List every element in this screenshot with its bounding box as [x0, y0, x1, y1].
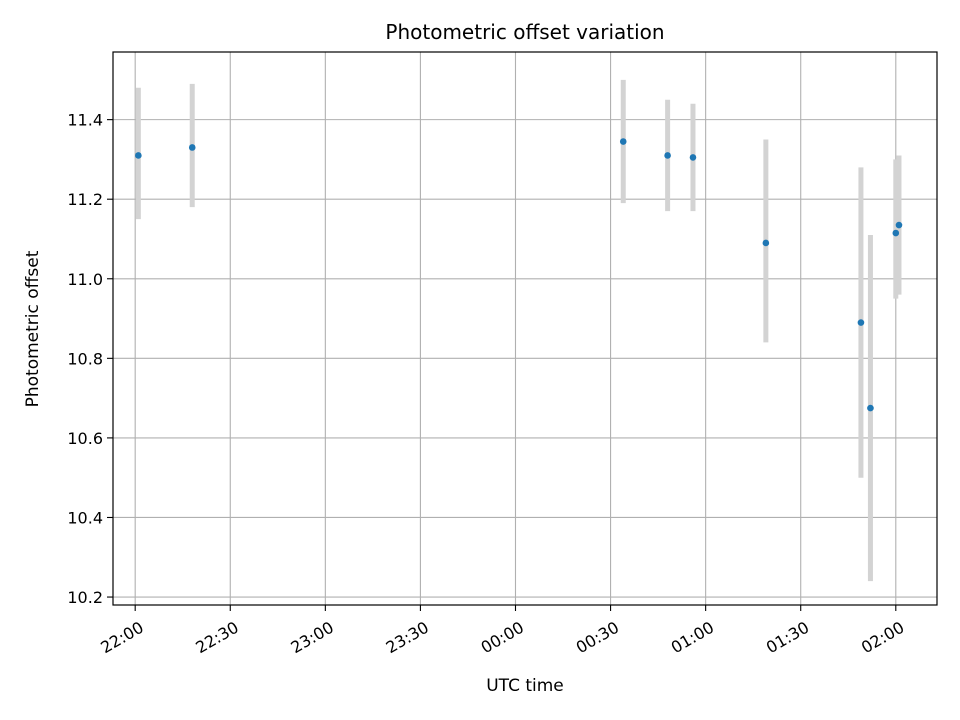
- y-axis-label: Photometric offset: [23, 250, 43, 407]
- y-tick-label: 11.4: [67, 111, 103, 130]
- grid: [113, 52, 937, 605]
- data-points: [135, 138, 903, 412]
- data-point: [689, 154, 697, 161]
- x-tick-label: 02:00: [858, 618, 907, 658]
- data-point: [892, 229, 900, 237]
- chart-title: Photometric offset variation: [385, 20, 664, 44]
- x-axis-ticks: 22:00 22:30 23:00 23:30 00:00 00:30 01:00 01:30…: [97, 605, 907, 657]
- x-tick-label: 01:00: [668, 618, 717, 658]
- data-point: [895, 221, 903, 229]
- y-tick-label: 10.8: [67, 349, 103, 368]
- y-tick-label: 10.2: [67, 588, 103, 607]
- x-tick-label: 22:00: [97, 618, 146, 658]
- plot-area-frame: [112, 51, 938, 606]
- y-tick-label: 10.6: [67, 429, 103, 448]
- x-tick-label: 00:30: [573, 618, 622, 658]
- data-point: [857, 319, 865, 326]
- x-tick-label: 23:30: [383, 618, 432, 658]
- x-tick-label: 01:30: [763, 618, 812, 658]
- x-tick-label: 00:00: [478, 618, 527, 658]
- x-axis-label: UTC time: [486, 676, 564, 696]
- y-tick-label: 11.0: [67, 270, 103, 289]
- y-tick-label: 10.4: [67, 508, 103, 527]
- x-tick-label: 22:30: [192, 618, 241, 658]
- data-point: [188, 144, 196, 151]
- errorbars: [135, 79, 902, 582]
- data-point: [135, 152, 142, 159]
- data-point: [762, 239, 770, 247]
- data-point: [664, 152, 671, 159]
- data-point: [619, 138, 627, 145]
- x-tick-label: 23:00: [288, 618, 337, 658]
- y-axis-ticks: 10.2 10.4 10.6 10.8 11.0 11.2 11.4: [67, 111, 113, 607]
- y-tick-label: 11.2: [67, 190, 103, 209]
- data-point: [867, 404, 874, 412]
